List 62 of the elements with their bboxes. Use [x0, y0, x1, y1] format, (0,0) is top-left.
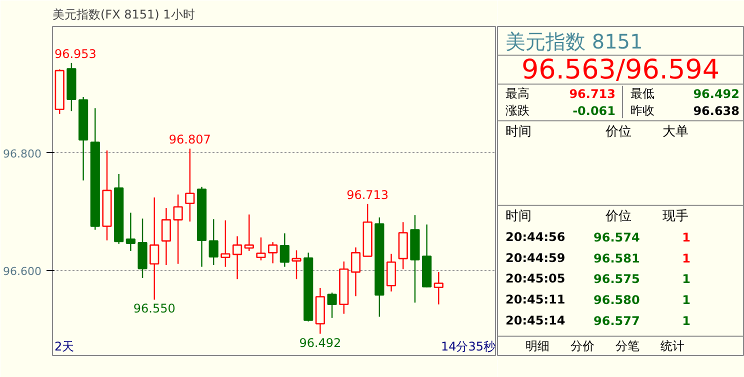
text: 最低	[630, 86, 654, 101]
text: 96.563/96.594	[521, 54, 720, 86]
annotation: 96.550	[133, 302, 176, 316]
text: 最高	[506, 86, 530, 101]
text: 96.574	[594, 230, 640, 244]
annotation: 96.492	[299, 336, 342, 350]
candlestick	[220, 220, 230, 268]
candlestick	[292, 250, 302, 280]
candlestick	[150, 196, 160, 300]
candlestick	[232, 236, 242, 280]
text: 1	[682, 251, 691, 266]
candlestick	[268, 242, 278, 264]
candlestick	[256, 236, 266, 261]
text: 涨跌	[506, 103, 530, 118]
text: 96.638	[693, 104, 740, 118]
candlestick	[434, 271, 444, 305]
y-tick-label: 96.800	[3, 147, 42, 160]
text: 统计	[660, 338, 684, 353]
candlestick	[386, 253, 396, 292]
text: 分笔	[616, 338, 640, 353]
annotation: 14分35秒	[440, 340, 496, 354]
text: 时间	[506, 209, 532, 224]
candlestick	[208, 218, 218, 266]
text: 现手	[662, 209, 688, 224]
candlestick	[280, 232, 290, 268]
y-tick-label: 96.600	[3, 264, 42, 278]
annotation: 96.713	[346, 188, 389, 202]
candlestick	[126, 212, 136, 252]
candlestick	[185, 148, 195, 222]
text: 价位	[604, 209, 632, 224]
annotation: 96.953	[54, 46, 96, 61]
text: 96.492	[693, 87, 740, 102]
candlestick	[161, 207, 172, 266]
text: 明细	[526, 338, 550, 353]
text: 96.577	[594, 314, 640, 328]
chart-title: 美元指数(FX 8151) 1小时	[52, 8, 195, 22]
candlestick	[327, 292, 337, 318]
text: 大单	[662, 124, 688, 140]
text: 美元指数 8151	[506, 29, 643, 54]
text: 96.581	[594, 251, 640, 266]
text: -0.061	[572, 104, 616, 118]
annotation: 96.807	[168, 132, 211, 147]
text: 1	[682, 272, 691, 286]
text: 价位	[604, 124, 632, 140]
text: 分价	[570, 338, 594, 353]
text: 时间	[506, 124, 532, 140]
text: 20:45:05	[506, 272, 566, 286]
annotation: 2天	[54, 340, 74, 354]
text: 1	[682, 314, 691, 328]
text: 20:44:56	[506, 230, 566, 244]
text: 昨收	[630, 103, 654, 118]
text: 96.713	[569, 87, 616, 102]
text: 20:44:59	[506, 250, 566, 265]
text: 96.580	[594, 293, 640, 308]
candlestick	[350, 246, 361, 297]
text: 20:45:11	[506, 292, 566, 307]
candlestick	[173, 194, 183, 264]
text: 1	[682, 293, 691, 308]
text: 20:45:14	[506, 314, 566, 328]
text: 1	[682, 230, 691, 244]
text: 96.575	[594, 272, 640, 286]
candlestick	[244, 214, 254, 252]
